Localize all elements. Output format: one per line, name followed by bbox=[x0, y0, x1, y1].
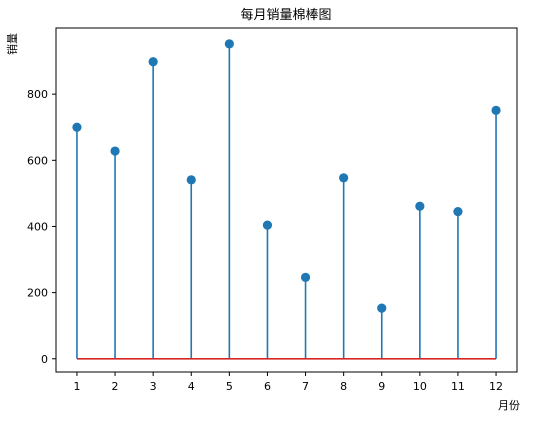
stem-marker-4 bbox=[186, 175, 196, 185]
stem-marker-3 bbox=[148, 57, 158, 67]
x-tick-label-12: 12 bbox=[489, 380, 503, 393]
x-tick-label-2: 2 bbox=[112, 380, 119, 393]
y-tick-label-0: 0 bbox=[41, 353, 48, 366]
x-tick-label-11: 11 bbox=[451, 380, 465, 393]
x-tick-label-7: 7 bbox=[302, 380, 309, 393]
x-axis-label: 月份 bbox=[498, 399, 520, 412]
stem-marker-1 bbox=[72, 122, 82, 132]
x-tick-label-8: 8 bbox=[340, 380, 347, 393]
y-axis-label: 销量 bbox=[5, 33, 19, 55]
stem-marker-10 bbox=[415, 201, 425, 211]
x-tick-label-10: 10 bbox=[413, 380, 427, 393]
y-tick-label-800: 800 bbox=[27, 88, 48, 101]
stem-marker-9 bbox=[377, 303, 387, 313]
x-tick-label-6: 6 bbox=[264, 380, 271, 393]
x-tick-label-9: 9 bbox=[378, 380, 385, 393]
stem-marker-7 bbox=[300, 272, 311, 282]
stem-marker-2 bbox=[110, 146, 120, 156]
y-tick-label-400: 400 bbox=[27, 220, 48, 233]
stem-marker-12 bbox=[491, 105, 501, 115]
y-tick-label-200: 200 bbox=[27, 287, 48, 300]
x-tick-label-1: 1 bbox=[73, 380, 80, 393]
stem-marker-11 bbox=[453, 206, 463, 217]
stem-marker-5 bbox=[224, 39, 234, 49]
stem-marker-8 bbox=[339, 173, 349, 183]
y-tick-label-600: 600 bbox=[27, 154, 48, 167]
stem-marker-6 bbox=[262, 220, 273, 230]
plot-frame bbox=[55, 27, 518, 373]
x-tick-label-5: 5 bbox=[226, 380, 233, 393]
x-tick-label-4: 4 bbox=[188, 380, 195, 393]
x-tick-label-3: 3 bbox=[150, 380, 157, 393]
chart-title: 每月销量棉棒图 bbox=[240, 7, 331, 23]
